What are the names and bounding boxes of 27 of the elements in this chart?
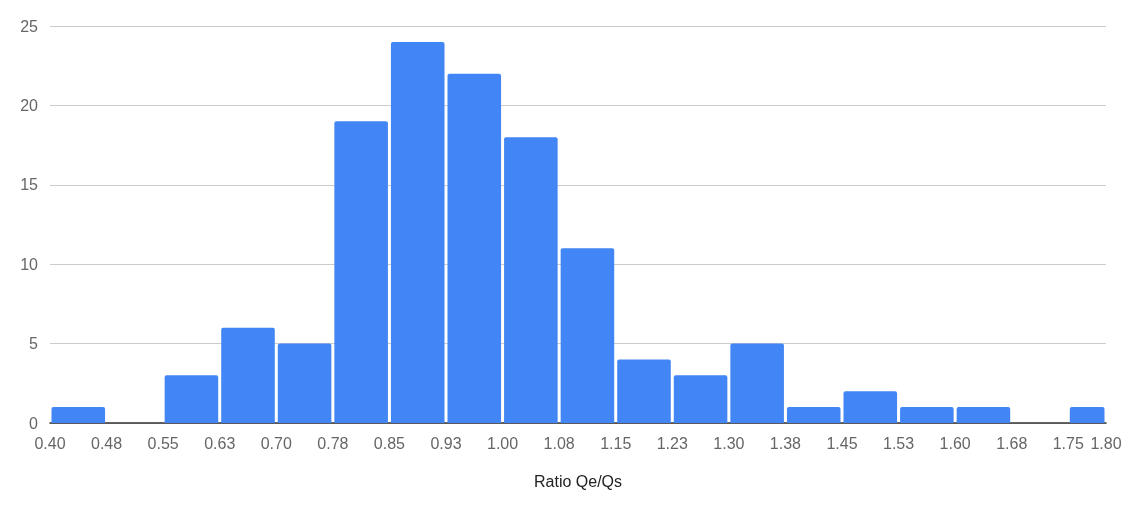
x-tick-label: 1.30 xyxy=(713,434,745,452)
x-tick-label: 0.40 xyxy=(34,434,66,452)
y-tick-label: 20 xyxy=(20,96,39,114)
x-tick-label: 0.85 xyxy=(373,434,406,452)
x-tick-label: 1.00 xyxy=(487,434,519,452)
x-tick-label: 0.55 xyxy=(147,434,179,452)
x-tick-label: 1.75 xyxy=(1052,434,1084,452)
x-tick-label: 1.68 xyxy=(996,434,1028,452)
x-tick-label: 1.23 xyxy=(656,434,688,452)
x-tick-label: 0.78 xyxy=(317,434,349,452)
x-tick-label: 1.15 xyxy=(600,434,632,452)
y-tick-label: 25 xyxy=(20,17,39,35)
x-tick-label: 0.48 xyxy=(91,434,123,452)
x-tick-label: 1.80 xyxy=(1090,434,1122,452)
x-tick-label: 0.63 xyxy=(204,434,236,452)
x-tick-label: 1.53 xyxy=(883,434,915,452)
x-tick-label: 0.93 xyxy=(430,434,462,452)
x-tick-label: 1.38 xyxy=(769,434,802,452)
x-tick-label: 1.60 xyxy=(939,434,971,452)
y-tick-label: 10 xyxy=(20,255,39,273)
x-tick-label: 1.08 xyxy=(543,434,575,452)
y-tick-label: 0 xyxy=(29,414,39,432)
y-tick-label: 15 xyxy=(20,176,39,194)
x-axis-title: Ratio Qe/Qs xyxy=(533,472,623,490)
x-tick-label: 0.70 xyxy=(260,434,292,452)
x-tick-label: 1.45 xyxy=(826,434,858,452)
y-tick-label: 5 xyxy=(29,335,39,353)
